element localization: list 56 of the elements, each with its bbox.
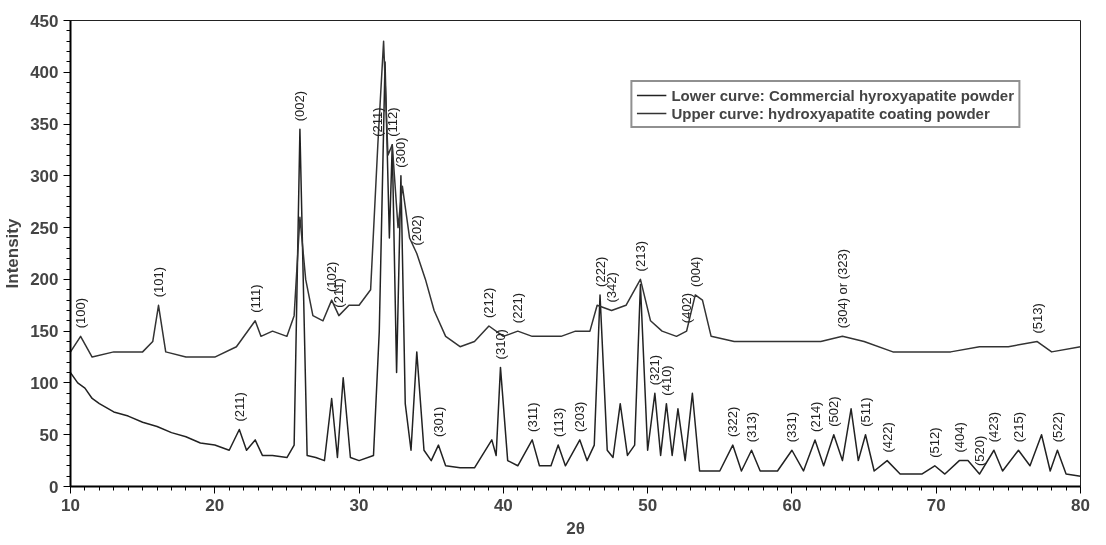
- annotation: (203): [572, 401, 588, 432]
- x-tick-label: 80: [1071, 495, 1090, 515]
- annotation: (300): [393, 137, 409, 168]
- annotation: (212): [481, 287, 497, 318]
- annotation: (502): [826, 396, 842, 427]
- y-tick-label: 450: [30, 11, 59, 31]
- y-tick-label: 300: [30, 166, 59, 186]
- annotation: (301): [430, 406, 446, 438]
- x-axis-title: 2θ: [566, 518, 585, 538]
- annotation: (100): [73, 297, 89, 329]
- x-tick-label: 40: [493, 495, 513, 515]
- x-tick-label: 50: [638, 495, 658, 515]
- annotation: (002): [292, 90, 308, 122]
- y-tick-label: 0: [49, 477, 59, 497]
- legend-label: Lower curve: Commercial hyroxyapatite powder: [671, 86, 1014, 104]
- annotation: (310): [492, 329, 508, 360]
- annotation: (313): [744, 411, 760, 443]
- annotation: (215): [1010, 411, 1026, 443]
- annotation: (511): [858, 397, 874, 427]
- annotation: (404): [951, 422, 967, 453]
- x-tick-label: 60: [782, 495, 802, 515]
- y-tick-label: 400: [30, 63, 59, 83]
- legend-label: Upper curve: hydroxyapatite coating powder: [671, 104, 990, 122]
- x-tick-label: 20: [205, 495, 225, 515]
- annotation: (213): [632, 241, 648, 272]
- y-tick-label: 250: [30, 218, 59, 238]
- annotation: (520): [972, 435, 987, 467]
- annotation: (004): [687, 256, 703, 287]
- annotation: (111): [247, 284, 263, 313]
- x-tick-label: 10: [61, 495, 80, 515]
- annotation: (202): [409, 215, 425, 246]
- annotation: (513): [1029, 303, 1045, 334]
- x-tick-label: 30: [349, 495, 369, 515]
- annotation: (322): [725, 406, 741, 438]
- annotation: (331): [784, 411, 800, 443]
- annotation: (512): [927, 427, 943, 458]
- annotation: (422): [879, 422, 895, 453]
- y-tick-label: 350: [30, 115, 59, 135]
- x-tick-label: 70: [926, 495, 946, 515]
- y-tick-label: 50: [39, 425, 59, 445]
- annotation: (211): [231, 392, 247, 422]
- annotation: (221): [510, 292, 526, 324]
- annotation: (112): [384, 107, 400, 137]
- y-tick-label: 100: [30, 373, 59, 393]
- annotation: (522): [1049, 411, 1065, 443]
- y-axis-title: Intensity: [3, 218, 23, 289]
- annotation: (402): [679, 292, 695, 324]
- annotation: (311): [524, 402, 540, 432]
- y-tick-label: 150: [30, 322, 59, 342]
- annotation: (211): [370, 107, 386, 137]
- annotation: (214): [807, 401, 823, 432]
- annotation: (304) or (323): [834, 248, 850, 329]
- y-tick-label: 200: [30, 270, 59, 290]
- annotation: (423): [986, 411, 1002, 443]
- annotation: (101): [151, 266, 167, 298]
- annotation: (113): [550, 407, 566, 438]
